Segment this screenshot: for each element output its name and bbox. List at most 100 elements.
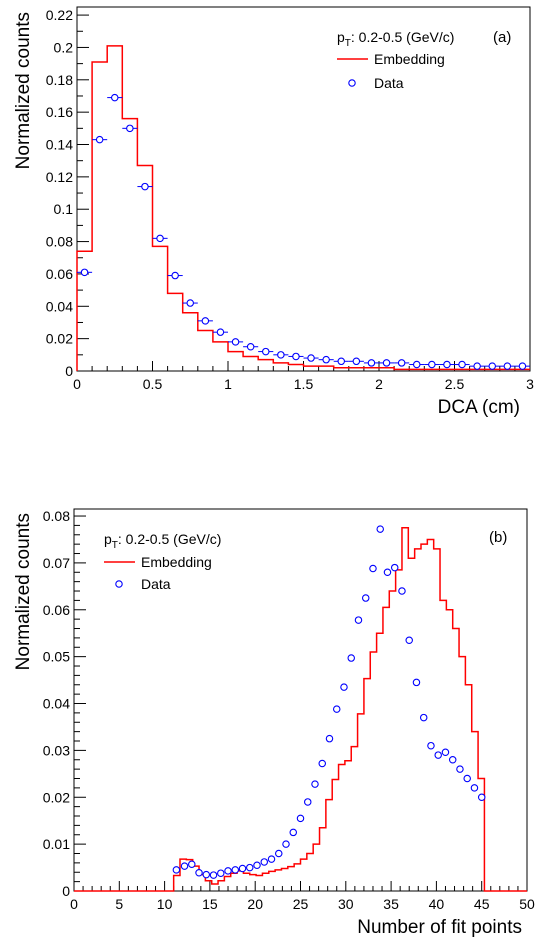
y-tick-label: 0.16 bbox=[46, 104, 73, 120]
data-point bbox=[95, 135, 104, 144]
x-tick-label: 2 bbox=[375, 376, 383, 392]
legend-data-marker-a bbox=[348, 79, 356, 87]
data-point bbox=[382, 359, 391, 367]
data-point bbox=[188, 860, 196, 869]
x-tick-label: 0 bbox=[73, 376, 81, 392]
data-point bbox=[267, 855, 276, 863]
data-point bbox=[340, 683, 348, 691]
data-point bbox=[456, 765, 464, 773]
data-point bbox=[412, 360, 421, 369]
x-tick-label: 20 bbox=[247, 896, 263, 912]
y-tick-label: 0 bbox=[65, 363, 73, 379]
data-point bbox=[427, 741, 435, 750]
series-data-a bbox=[77, 93, 530, 370]
legend-a: pT: 0.2-0.5 (GeV/c) Embedding Data bbox=[337, 29, 454, 91]
data-point bbox=[216, 328, 225, 336]
data-point bbox=[277, 351, 285, 359]
legend-embedding-label-b: Embedding bbox=[141, 554, 212, 570]
data-point bbox=[289, 828, 298, 837]
data-point bbox=[217, 869, 225, 877]
y-tick-label: 0.2 bbox=[54, 39, 74, 55]
data-point bbox=[231, 866, 240, 874]
data-point bbox=[428, 360, 436, 369]
x-tick-label: 0.5 bbox=[143, 376, 163, 392]
data-point bbox=[141, 182, 149, 191]
data-point bbox=[318, 759, 326, 768]
y-tick-label: 0.05 bbox=[43, 649, 70, 665]
data-point bbox=[354, 616, 363, 624]
series-embedding-b bbox=[74, 526, 527, 892]
y-tick-label: 0.06 bbox=[43, 602, 70, 618]
data-point bbox=[434, 751, 442, 759]
data-point bbox=[390, 563, 399, 572]
x-tick-label: 35 bbox=[383, 896, 399, 912]
data-point bbox=[458, 360, 466, 369]
legend-b: pT: 0.2-0.5 (GeV/c) Embedding Data bbox=[104, 531, 221, 592]
data-point bbox=[111, 93, 119, 102]
embedding-step-line bbox=[74, 526, 527, 892]
axis-ticks-a: 0 0.5 1 1.5 2 2.5 3 0 0.02 0.04 0.06 0.08 0.1 0.12 0.1… bbox=[46, 7, 534, 392]
x-tick-label: 15 bbox=[202, 896, 218, 912]
data-point bbox=[419, 713, 428, 722]
x-tick-label: 2.5 bbox=[445, 376, 465, 392]
legend-data-marker-b bbox=[115, 580, 123, 588]
data-point bbox=[376, 525, 384, 533]
legend-header-rest-a: : 0.2-0.5 (GeV/c) bbox=[351, 29, 454, 45]
legend-header-base-a: p bbox=[337, 29, 345, 45]
y-tick-label: 0.12 bbox=[46, 169, 73, 185]
legend-header-base-b: p bbox=[104, 531, 112, 547]
y-tick-label: 0.04 bbox=[46, 298, 73, 314]
data-point bbox=[231, 338, 240, 346]
series-embedding-a bbox=[76, 45, 530, 371]
data-point bbox=[171, 271, 179, 280]
data-point bbox=[238, 864, 247, 873]
y-tick-label: 0.08 bbox=[46, 234, 73, 250]
panel-label-a: (a) bbox=[493, 29, 511, 46]
x-axis-title-b: Number of fit points bbox=[357, 917, 522, 938]
data-point bbox=[296, 814, 305, 823]
panel-label-b: (b) bbox=[489, 529, 507, 546]
data-point bbox=[473, 362, 481, 370]
data-point bbox=[311, 780, 319, 788]
y-tick-label: 0.02 bbox=[43, 789, 70, 805]
x-tick-label: 0 bbox=[70, 896, 78, 912]
data-point bbox=[369, 564, 377, 573]
legend-data-label-a: Data bbox=[374, 75, 404, 91]
data-point bbox=[156, 234, 164, 243]
data-point bbox=[253, 861, 261, 869]
y-tick-label: 0.18 bbox=[46, 72, 73, 88]
data-point bbox=[202, 870, 211, 879]
data-point bbox=[470, 784, 479, 792]
y-tick-label: 0.07 bbox=[43, 555, 70, 571]
data-point bbox=[477, 793, 486, 802]
x-tick-label: 10 bbox=[157, 896, 173, 912]
legend-header-rest-b: : 0.2-0.5 (GeV/c) bbox=[118, 531, 221, 547]
data-point bbox=[518, 362, 527, 370]
x-tick-label: 50 bbox=[519, 896, 535, 912]
legend-embedding-label-a: Embedding bbox=[374, 51, 445, 67]
data-point bbox=[332, 705, 341, 713]
data-point bbox=[224, 867, 232, 875]
x-tick-label: 45 bbox=[474, 896, 490, 912]
x-tick-label: 30 bbox=[338, 896, 354, 912]
data-point bbox=[322, 355, 330, 364]
legend-header-b: pT: 0.2-0.5 (GeV/c) bbox=[104, 531, 221, 551]
data-point bbox=[337, 357, 345, 366]
x-tick-label: 1.5 bbox=[294, 376, 314, 392]
data-point bbox=[260, 858, 269, 866]
data-point bbox=[275, 849, 283, 858]
y-tick-label: 0.1 bbox=[54, 201, 74, 217]
data-point bbox=[261, 347, 270, 356]
data-point bbox=[246, 342, 255, 351]
embedding-step-line bbox=[76, 45, 530, 371]
y-tick-label: 0.22 bbox=[46, 7, 73, 23]
data-point bbox=[201, 317, 210, 325]
data-point bbox=[361, 594, 370, 602]
series-data-b bbox=[172, 525, 486, 879]
data-point bbox=[292, 352, 300, 361]
data-point bbox=[398, 587, 406, 595]
data-point bbox=[352, 357, 361, 366]
data-point bbox=[282, 840, 290, 848]
data-point bbox=[186, 299, 195, 307]
